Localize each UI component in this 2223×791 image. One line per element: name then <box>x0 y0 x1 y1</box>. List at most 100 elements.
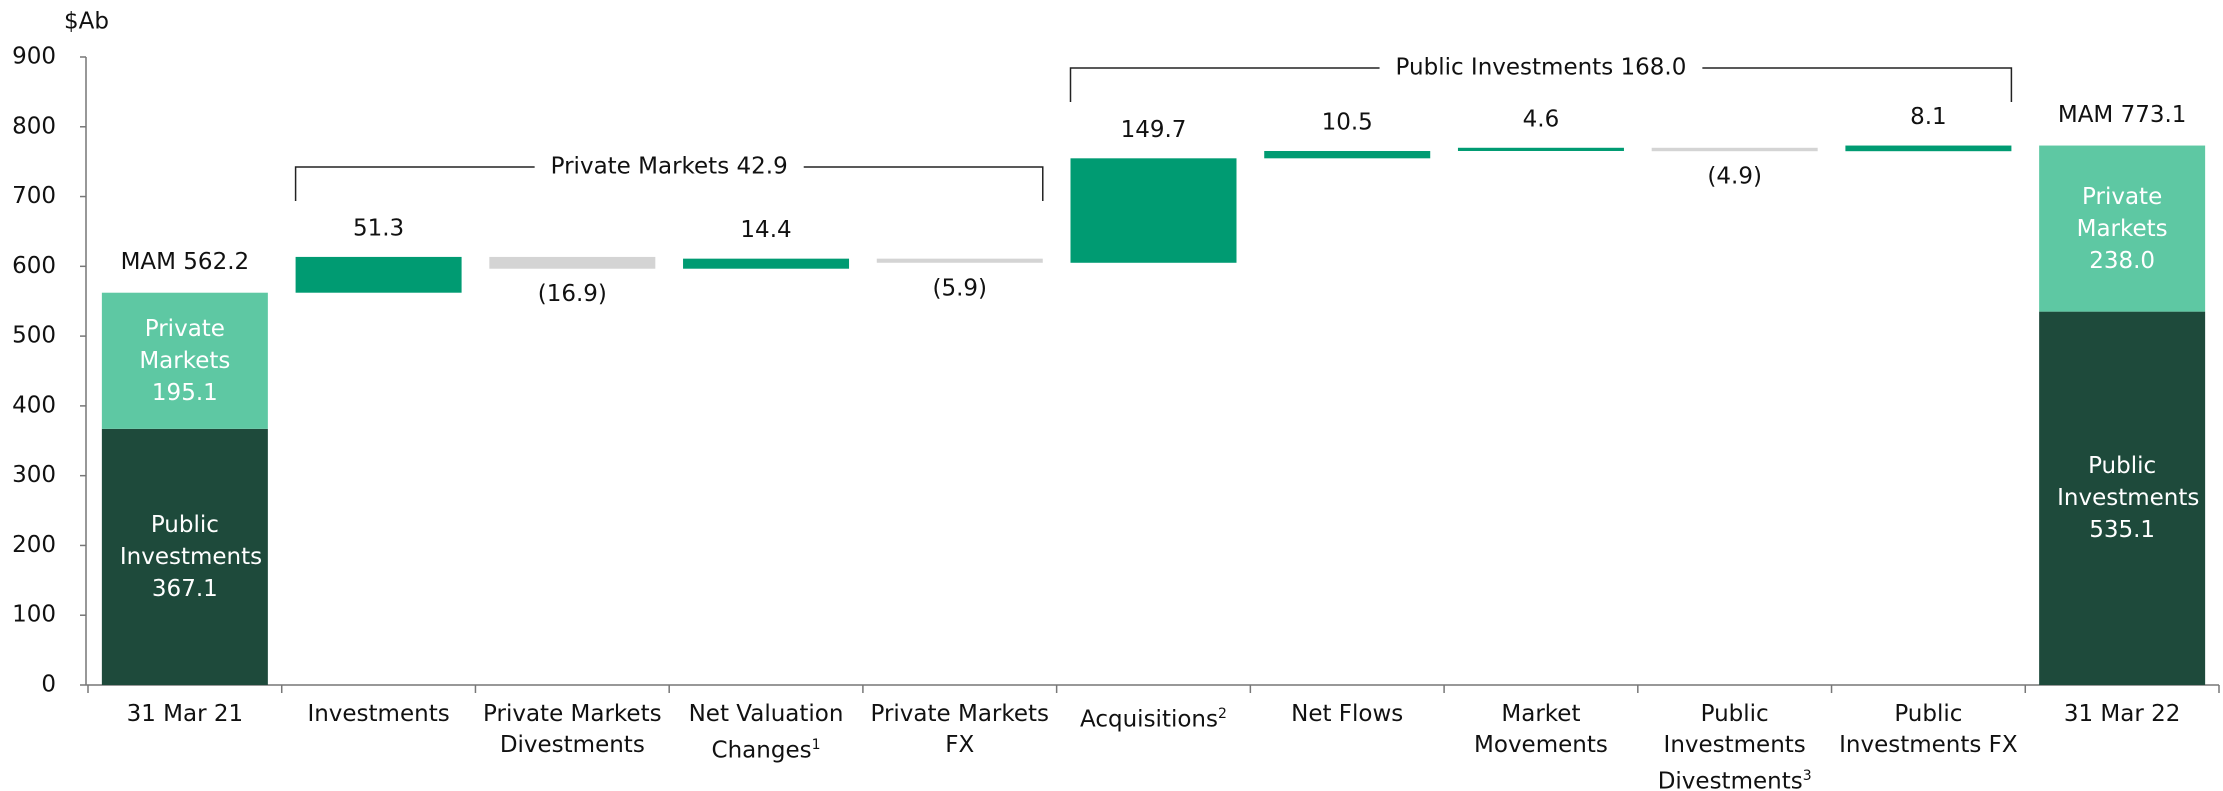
stack-segment <box>101 292 268 429</box>
x-tick-label: Acquisitions2 <box>1061 699 1247 791</box>
x-tick-label: 31 Mar 22 <box>2029 699 2215 791</box>
group-label: Private Markets 42.9 <box>551 154 788 180</box>
x-tick-label: Net Flows <box>1254 699 1440 791</box>
x-tick-label: Private Markets Divestments <box>479 699 665 791</box>
category-text: Acquisitions <box>1080 706 1218 733</box>
segment-value: 367.1 <box>151 575 218 602</box>
x-tick-label-box: 31 Mar 22 <box>2029 699 2215 791</box>
change-bar <box>1651 147 1818 152</box>
category-label: Private Markets FX <box>867 699 1053 761</box>
category-label: Net Flows <box>1291 699 1403 730</box>
change-bar <box>295 256 462 293</box>
category-label: Public Investments FX <box>1836 699 2022 761</box>
y-tick-label: 200 <box>12 532 56 558</box>
change-label: (16.9) <box>538 281 607 307</box>
change-bar <box>1264 150 1431 159</box>
x-tick-label-box: Public Investments Divestments3 <box>1642 699 1828 791</box>
segment-name: Public Investments <box>119 511 263 570</box>
x-tick-label-box: 31 Mar 21 <box>92 699 278 791</box>
stack-segment <box>2039 145 2206 312</box>
category-label: 31 Mar 21 <box>127 699 244 730</box>
y-tick-label: 0 <box>41 672 56 698</box>
group-bracket <box>803 166 1044 201</box>
category-label: Investments <box>307 699 449 730</box>
category-label: 31 Mar 22 <box>2064 699 2181 730</box>
segment-value: 535.1 <box>2089 517 2156 544</box>
change-label: 51.3 <box>353 215 404 241</box>
total-label: MAM 562.2 <box>121 249 250 275</box>
category-note: 2 <box>1218 706 1227 722</box>
x-tick-label: Investments <box>286 699 472 791</box>
y-tick-label: 400 <box>12 392 56 418</box>
segment-label: Private Markets 195.1 <box>120 313 250 409</box>
segment-label: Public Investments 367.1 <box>119 509 263 605</box>
x-tick-label: Net Valuation Changes1 <box>673 699 859 791</box>
segment-value: 238.0 <box>2089 247 2156 274</box>
change-label: 14.4 <box>740 217 791 243</box>
x-tick-label-box: Private Markets FX <box>867 699 1053 791</box>
x-tick-label-box: Acquisitions2 <box>1061 699 1247 791</box>
segment-label-text: Public Investments 367.1 <box>119 509 263 605</box>
x-tick-label: Public Investments Divestments3 <box>1642 699 1828 791</box>
category-text: Market Movements <box>1474 701 1608 758</box>
group-bracket <box>1069 67 1380 102</box>
category-text: Public Investments Divestments <box>1657 701 1806 791</box>
y-tick-label: 600 <box>12 253 56 279</box>
x-tick-label: 31 Mar 21 <box>92 699 278 791</box>
change-label: 10.5 <box>1322 109 1373 135</box>
x-tick-label-box: Net Valuation Changes1 <box>673 699 859 791</box>
category-text: Net Flows <box>1291 701 1404 727</box>
stack-segment <box>2039 311 2206 685</box>
change-label: 149.7 <box>1121 117 1187 143</box>
x-tick-label: Market Movements <box>1448 699 1634 791</box>
segment-label-text: Private Markets 238.0 <box>2057 181 2187 277</box>
category-text: Net Valuation Changes <box>688 701 844 764</box>
y-tick-label: 300 <box>12 462 56 488</box>
stack-segment <box>101 428 268 685</box>
segment-name: Private Markets <box>2076 183 2168 242</box>
group-bracket <box>294 166 535 201</box>
segment-name: Public Investments <box>2057 453 2200 512</box>
x-tick-label-box: Net Flows <box>1254 699 1440 791</box>
segment-label-box: Public Investments 535.1 <box>2039 312 2205 685</box>
change-bar <box>876 258 1043 263</box>
y-tick-label: 100 <box>12 602 56 628</box>
segment-label: Private Markets 238.0 <box>2039 146 2205 312</box>
segment-label-text: Public Investments 535.1 <box>2057 450 2200 546</box>
category-note: 1 <box>811 737 821 753</box>
change-label: (4.9) <box>1707 164 1762 190</box>
category-label: Acquisitions2 <box>1080 699 1227 736</box>
change-label: (5.9) <box>933 275 988 301</box>
category-label: Market Movements <box>1448 699 1634 761</box>
category-label: Public Investments Divestments3 <box>1642 699 1828 791</box>
segment-name: Private Markets <box>139 315 231 374</box>
x-tick-label-box: Investments <box>286 699 472 791</box>
segment-label-box: Private Markets 238.0 <box>2039 146 2205 312</box>
y-tick-label: 500 <box>12 323 56 349</box>
x-tick-label-box: Private Markets Divestments <box>479 699 665 791</box>
change-label: 8.1 <box>1910 104 1947 130</box>
segment-label-text: Private Markets 195.1 <box>120 313 250 409</box>
change-bar <box>1457 147 1624 151</box>
group-label: Public Investments 168.0 <box>1396 55 1687 81</box>
group-bracket <box>1702 67 2013 102</box>
x-tick-label: Public Investments FX <box>1836 699 2022 791</box>
change-bar <box>489 256 656 269</box>
category-label: Private Markets Divestments <box>479 699 665 761</box>
category-text: 31 Mar 22 <box>2063 701 2181 727</box>
x-tick-label-box: Market Movements <box>1448 699 1634 791</box>
x-tick-label-box: Public Investments FX <box>1836 699 2022 791</box>
category-text: Investments <box>307 701 450 727</box>
y-axis-label: $Ab <box>64 9 109 35</box>
change-bar <box>1070 158 1237 263</box>
y-tick-label: 900 <box>12 44 56 70</box>
change-label: 4.6 <box>1523 106 1560 132</box>
y-tick-label: 800 <box>12 113 56 139</box>
change-bar <box>683 258 850 269</box>
segment-value: 195.1 <box>151 379 218 406</box>
category-note: 3 <box>1802 768 1812 784</box>
category-text: Public Investments FX <box>1839 701 2018 758</box>
category-text: 31 Mar 21 <box>126 701 244 727</box>
segment-label: Public Investments 535.1 <box>2039 312 2205 685</box>
